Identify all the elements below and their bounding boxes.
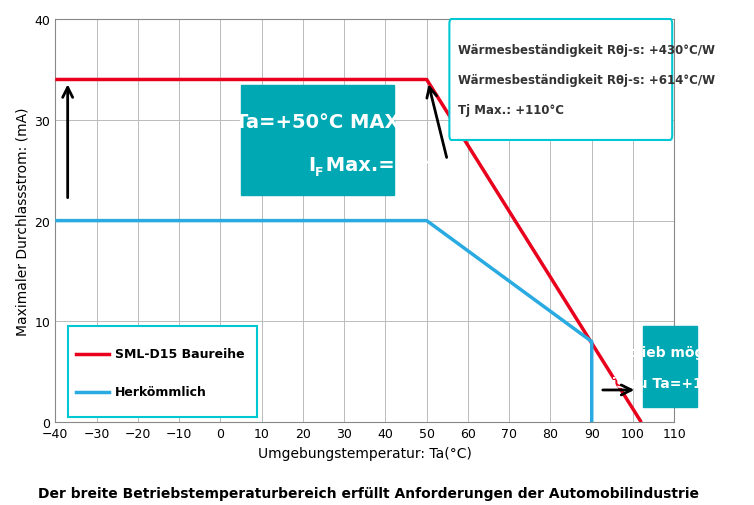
Text: I: I (308, 156, 315, 175)
Text: Betrieb möglich: Betrieb möglich (608, 345, 732, 360)
Text: Max.=35mA: Max.=35mA (320, 156, 458, 175)
Text: Wärmesbeständigkeit Rθj-s: +614°C/W: Wärmesbeständigkeit Rθj-s: +614°C/W (458, 74, 715, 87)
Text: F: F (315, 165, 323, 178)
Text: Tj Max.: +110°C: Tj Max.: +110°C (458, 104, 564, 117)
FancyBboxPatch shape (241, 85, 394, 196)
X-axis label: Umgebungstemperatur: Ta(°C): Umgebungstemperatur: Ta(°C) (258, 446, 472, 460)
FancyBboxPatch shape (449, 20, 673, 141)
Text: Der breite Betriebstemperaturbereich erfüllt Anforderungen der Automobilindustri: Der breite Betriebstemperaturbereich erf… (38, 486, 699, 500)
FancyBboxPatch shape (643, 327, 697, 408)
Text: SML-D15 Baureihe: SML-D15 Baureihe (115, 347, 245, 361)
FancyBboxPatch shape (68, 327, 258, 417)
Y-axis label: Maximaler Durchlassstrom: (mA): Maximaler Durchlassstrom: (mA) (15, 107, 29, 335)
Text: Wärmesbeständigkeit Rθj-s: +430°C/W: Wärmesbeständigkeit Rθj-s: +430°C/W (458, 44, 715, 57)
Text: Herkömmlich: Herkömmlich (115, 385, 207, 398)
Text: bis zu Ta=+100°C: bis zu Ta=+100°C (602, 376, 739, 390)
Text: Ta=+50°C MAX: Ta=+50°C MAX (235, 113, 400, 131)
